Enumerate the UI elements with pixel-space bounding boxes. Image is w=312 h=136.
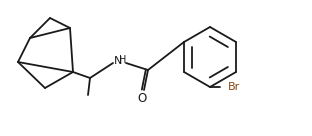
Text: O: O: [137, 92, 147, 106]
Text: N: N: [114, 56, 122, 66]
Text: Br: Br: [228, 82, 240, 92]
Text: H: H: [119, 55, 127, 65]
